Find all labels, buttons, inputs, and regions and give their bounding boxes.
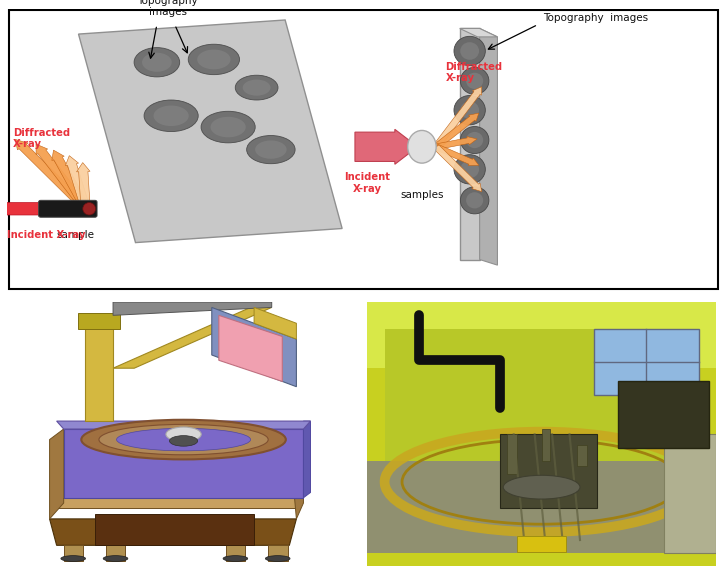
Ellipse shape [466, 132, 483, 148]
FancyArrow shape [65, 156, 90, 210]
FancyBboxPatch shape [95, 514, 254, 546]
Polygon shape [49, 429, 64, 519]
Polygon shape [480, 28, 497, 265]
FancyArrow shape [369, 139, 411, 155]
Ellipse shape [144, 100, 198, 131]
FancyBboxPatch shape [594, 328, 699, 394]
Ellipse shape [460, 187, 489, 214]
Ellipse shape [103, 555, 128, 561]
Ellipse shape [460, 160, 479, 178]
Ellipse shape [466, 73, 483, 89]
Ellipse shape [223, 555, 248, 561]
Ellipse shape [255, 141, 286, 159]
Ellipse shape [460, 42, 479, 60]
Polygon shape [113, 307, 272, 368]
Polygon shape [212, 307, 297, 387]
Ellipse shape [188, 44, 239, 74]
Text: Incident
X-ray: Incident X-ray [344, 172, 390, 193]
FancyBboxPatch shape [367, 302, 716, 566]
FancyArrow shape [15, 139, 89, 211]
Polygon shape [459, 28, 480, 260]
Text: Diffracted
X-ray: Diffracted X-ray [13, 128, 70, 149]
Polygon shape [113, 302, 272, 315]
Ellipse shape [454, 37, 486, 66]
FancyBboxPatch shape [64, 546, 83, 561]
FancyBboxPatch shape [517, 536, 566, 552]
Ellipse shape [460, 127, 489, 153]
FancyBboxPatch shape [64, 429, 303, 498]
Ellipse shape [466, 192, 483, 209]
Ellipse shape [265, 555, 290, 561]
Ellipse shape [201, 112, 255, 143]
Ellipse shape [81, 419, 286, 460]
Polygon shape [254, 307, 297, 339]
FancyArrow shape [433, 145, 482, 192]
Polygon shape [459, 28, 497, 37]
Polygon shape [85, 315, 113, 421]
Text: Topography
images: Topography images [137, 0, 198, 17]
FancyBboxPatch shape [577, 445, 587, 466]
FancyBboxPatch shape [39, 200, 97, 217]
FancyArrow shape [435, 137, 477, 149]
Ellipse shape [503, 475, 580, 499]
FancyArrow shape [4, 201, 82, 217]
FancyBboxPatch shape [106, 546, 125, 561]
Ellipse shape [153, 106, 189, 126]
FancyArrow shape [355, 130, 417, 164]
FancyBboxPatch shape [226, 546, 245, 561]
Polygon shape [303, 421, 310, 498]
FancyBboxPatch shape [268, 546, 288, 561]
Ellipse shape [61, 555, 86, 561]
FancyBboxPatch shape [367, 302, 716, 368]
Ellipse shape [236, 75, 278, 100]
FancyBboxPatch shape [507, 434, 517, 474]
Polygon shape [79, 20, 342, 243]
Text: sample: sample [56, 230, 94, 240]
FancyBboxPatch shape [542, 429, 550, 461]
FancyArrow shape [435, 144, 479, 166]
FancyArrow shape [52, 150, 90, 210]
FancyArrow shape [36, 144, 89, 211]
Ellipse shape [454, 155, 486, 184]
Polygon shape [219, 315, 282, 381]
Ellipse shape [134, 48, 180, 77]
Ellipse shape [246, 135, 295, 164]
Polygon shape [289, 429, 303, 519]
Ellipse shape [166, 427, 201, 442]
FancyBboxPatch shape [499, 434, 598, 508]
FancyBboxPatch shape [9, 10, 718, 289]
Ellipse shape [99, 424, 268, 455]
FancyBboxPatch shape [619, 381, 709, 447]
Text: Diffracted
X-ray: Diffracted X-ray [446, 62, 502, 83]
Ellipse shape [142, 53, 172, 72]
Text: Topography  images: Topography images [543, 13, 648, 23]
FancyBboxPatch shape [367, 461, 716, 553]
FancyArrow shape [76, 163, 90, 209]
Ellipse shape [116, 428, 251, 451]
Ellipse shape [83, 203, 96, 215]
Ellipse shape [197, 49, 230, 69]
Polygon shape [57, 498, 300, 508]
Ellipse shape [460, 67, 489, 94]
FancyBboxPatch shape [385, 328, 699, 474]
Ellipse shape [169, 436, 198, 446]
Text: samples: samples [400, 190, 443, 200]
FancyBboxPatch shape [78, 313, 120, 328]
FancyArrow shape [433, 113, 479, 149]
FancyBboxPatch shape [664, 434, 716, 553]
Ellipse shape [460, 101, 479, 119]
FancyArrow shape [433, 87, 482, 148]
Ellipse shape [408, 131, 436, 163]
Polygon shape [57, 421, 310, 429]
Polygon shape [49, 519, 297, 546]
Ellipse shape [211, 117, 246, 137]
Text: Incident X-ray: Incident X-ray [7, 230, 86, 240]
Ellipse shape [454, 95, 486, 125]
Ellipse shape [243, 80, 270, 96]
